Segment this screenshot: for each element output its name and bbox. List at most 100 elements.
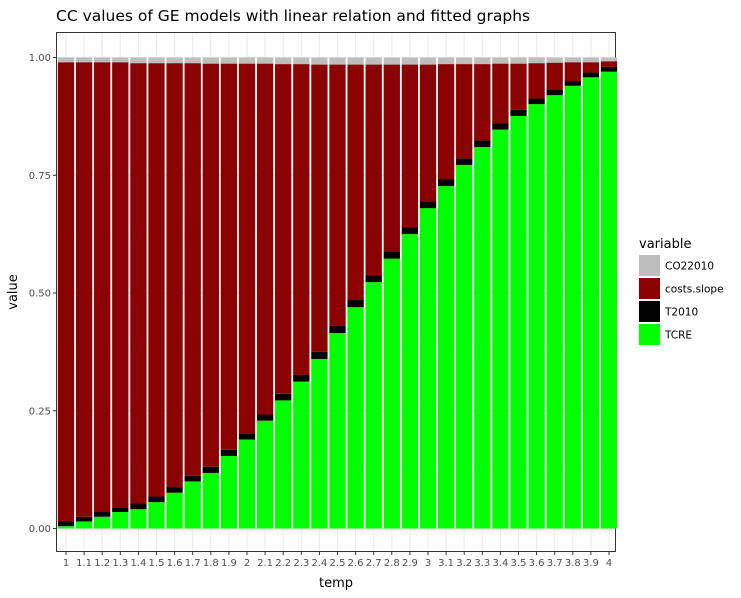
bar-costs-slope — [347, 64, 364, 301]
x-tick-label: 3.3 — [474, 558, 490, 569]
bar-t2010 — [419, 201, 437, 209]
bar-costs-slope — [148, 63, 165, 497]
bar-co22010 — [474, 57, 491, 65]
bar-t2010 — [564, 81, 581, 86]
bar-t2010 — [75, 516, 93, 522]
legend-key-t2010 — [639, 301, 660, 322]
x-tick-label: 1.4 — [130, 558, 146, 569]
bar-costs-slope — [184, 63, 201, 476]
bar-costs-slope — [75, 62, 93, 517]
bar-tcre — [57, 526, 75, 529]
bar-t2010 — [510, 109, 527, 116]
bar-costs-slope — [419, 64, 437, 202]
x-axis-title: temp — [319, 576, 353, 591]
legend-key-costs-slope — [639, 278, 660, 299]
x-tick-label: 2.7 — [366, 558, 382, 569]
bar-costs-slope — [94, 62, 111, 513]
legend-label: T2010 — [664, 307, 698, 319]
bar-tcre — [492, 129, 509, 529]
bar-costs-slope — [582, 62, 600, 73]
chart-title: CC values of GE models with linear relat… — [56, 7, 530, 25]
bar-costs-slope — [528, 63, 545, 99]
bar-co22010 — [383, 57, 400, 65]
bar-co22010 — [401, 57, 419, 65]
bar-costs-slope — [437, 64, 455, 180]
bar-tcre — [75, 521, 93, 529]
bar-tcre — [329, 333, 346, 529]
x-tick-label: 1.8 — [203, 558, 219, 569]
bar-t2010 — [600, 66, 618, 72]
legend-label: CO22010 — [665, 261, 714, 273]
x-tick-label: 3.9 — [583, 558, 599, 569]
bar-co22010 — [57, 57, 75, 63]
bar-co22010 — [492, 57, 509, 64]
bar-tcre — [238, 439, 256, 529]
x-tick-label: 2.2 — [275, 558, 291, 569]
bar-t2010 — [293, 374, 310, 382]
bar-co22010 — [293, 57, 310, 65]
bar-costs-slope — [220, 63, 238, 450]
bar-costs-slope — [112, 62, 129, 508]
x-tick-label: 3 — [425, 558, 431, 569]
bar-costs-slope — [546, 62, 563, 90]
bar-co22010 — [564, 57, 581, 63]
x-tick-label: 2.5 — [330, 558, 346, 569]
bar-co22010 — [600, 57, 618, 62]
bar-co22010 — [75, 57, 93, 63]
y-tick-label: 1.00 — [29, 53, 51, 64]
bar-costs-slope — [474, 64, 491, 141]
x-tick-label: 3.2 — [456, 558, 472, 569]
bar-t2010 — [401, 227, 419, 235]
legend-label: costs.slope — [665, 284, 724, 296]
bar-t2010 — [437, 179, 455, 187]
bar-co22010 — [256, 57, 274, 64]
bar-co22010 — [456, 57, 473, 65]
x-tick-label: 1.7 — [185, 558, 201, 569]
bar-co22010 — [419, 57, 437, 65]
bar-tcre — [419, 208, 437, 529]
bar-co22010 — [528, 57, 545, 64]
bar-co22010 — [311, 57, 328, 65]
x-tick-label: 1.2 — [94, 558, 110, 569]
bar-costs-slope — [256, 63, 274, 415]
bar-co22010 — [184, 57, 201, 64]
x-tick-label: 1.9 — [221, 558, 237, 569]
bar-t2010 — [456, 158, 473, 165]
legend-key-co22010 — [639, 255, 660, 276]
bar-tcre — [383, 258, 400, 529]
bar-co22010 — [202, 57, 219, 64]
x-tick-label: 3.4 — [492, 558, 508, 569]
bar-costs-slope — [293, 64, 310, 375]
bar-t2010 — [383, 251, 400, 259]
x-tick-label: 3.6 — [529, 558, 545, 569]
bar-co22010 — [148, 57, 165, 64]
bar-tcre — [510, 115, 527, 529]
bar-tcre — [474, 146, 491, 529]
x-tick-label: 2.3 — [293, 558, 309, 569]
bar-t2010 — [311, 351, 328, 359]
bar-t2010 — [220, 449, 238, 456]
bar-t2010 — [57, 521, 75, 527]
bar-tcre — [582, 77, 600, 529]
x-tick-label: 3.1 — [438, 558, 454, 569]
bar-t2010 — [528, 98, 545, 105]
x-tick-label: 3.7 — [547, 558, 563, 569]
bar-co22010 — [112, 57, 129, 63]
bar-tcre — [528, 104, 545, 529]
bar-costs-slope — [510, 63, 527, 110]
bar-co22010 — [166, 57, 183, 64]
bar-t2010 — [347, 300, 364, 308]
bar-t2010 — [365, 275, 382, 283]
bar-co22010 — [275, 57, 292, 65]
bar-tcre — [202, 472, 219, 529]
bar-co22010 — [437, 57, 455, 65]
x-tick-label: 4 — [606, 558, 612, 569]
bar-costs-slope — [600, 61, 618, 67]
bar-t2010 — [474, 140, 491, 147]
bar-t2010 — [275, 393, 292, 401]
bar-co22010 — [365, 57, 382, 65]
bar-costs-slope — [275, 64, 292, 394]
bar-t2010 — [238, 433, 256, 440]
x-tick-label: 3.5 — [511, 558, 527, 569]
bar-tcre — [456, 164, 473, 529]
